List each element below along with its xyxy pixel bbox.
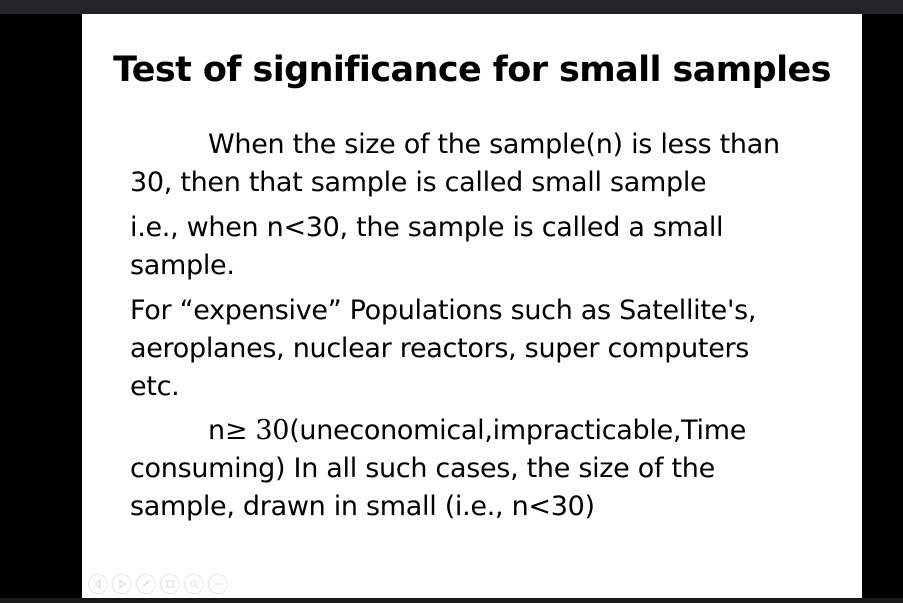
next-icon[interactable] (112, 574, 132, 594)
paragraph-populations: For “expensive” Populations such as Sate… (130, 292, 830, 406)
top-window-bar (0, 0, 903, 14)
zoom-icon[interactable] (184, 574, 204, 594)
previous-icon[interactable] (88, 574, 108, 594)
slides-icon[interactable] (160, 574, 180, 594)
text-fragment: (uneconomical,impracticable,Time (289, 415, 747, 446)
slide-title: Test of significance for small samples (113, 50, 831, 90)
text-line: i.e., when n<30, the sample is called a … (130, 212, 724, 243)
text-line: etc. (130, 371, 180, 402)
text-line: n≥ 30(uneconomical,impracticable,Time (130, 412, 830, 450)
bottom-window-bar (0, 598, 903, 603)
text-line: For “expensive” Populations such as Sate… (130, 295, 757, 326)
text-line: sample, drawn in small (i.e., n<30) (130, 491, 595, 522)
presentation-slide: Test of significance for small samples W… (82, 14, 862, 598)
text-line: sample. (130, 250, 235, 281)
inequality-symbol: ≥ 30 (224, 415, 290, 446)
more-icon[interactable] (208, 574, 228, 594)
paragraph-example: i.e., when n<30, the sample is called a … (130, 209, 830, 285)
slideshow-controls (88, 574, 228, 594)
text-line: When the size of the sample(n) is less t… (208, 129, 780, 160)
variable-n: n (208, 415, 225, 446)
text-line: aeroplanes, nuclear reactors, super comp… (130, 333, 750, 364)
paragraph-conclusion: n≥ 30(uneconomical,impracticable,Time co… (130, 412, 830, 526)
text-line: consuming) In all such cases, the size o… (130, 453, 715, 484)
paragraph-definition: When the size of the sample(n) is less t… (130, 126, 830, 202)
text-line: 30, then that sample is called small sam… (130, 167, 707, 198)
pen-icon[interactable] (136, 574, 156, 594)
